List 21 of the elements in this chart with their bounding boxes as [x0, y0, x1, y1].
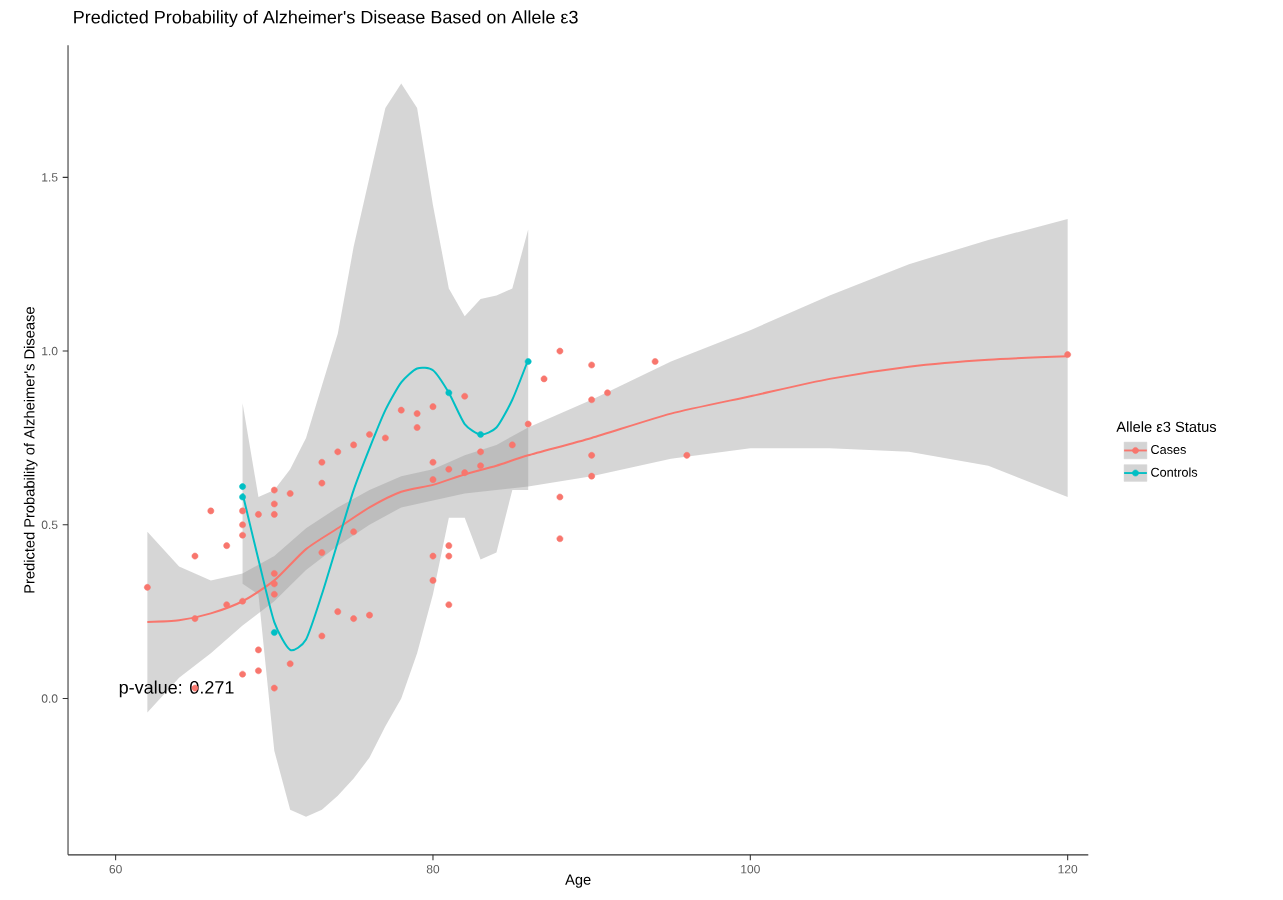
y-tick-label: 0.0	[41, 694, 58, 703]
point	[445, 389, 453, 397]
x-tick-label: 60	[109, 864, 122, 874]
legend-label: Controls	[1151, 467, 1198, 477]
annotation: p-value: 0.271	[119, 680, 234, 698]
point	[239, 493, 246, 501]
y-axis-title: Predicted Probability of Alzheimer's Disease	[23, 307, 38, 593]
x-tick-label: 120	[1058, 864, 1078, 874]
chart-title: Predicted Probability of Alzheimer's Disease Based on Allele ε3	[74, 10, 578, 27]
y-tick-label: 1.0	[42, 346, 58, 356]
point	[239, 483, 246, 490]
y-tick-label: 1.5	[42, 173, 58, 182]
point	[477, 431, 484, 438]
x-tick-label: 100	[741, 864, 760, 874]
x-axis-title: Age	[565, 874, 591, 888]
legend-title: Allele ε3 Status	[1116, 421, 1217, 432]
point	[270, 629, 278, 636]
legend-label: Cases	[1151, 444, 1186, 454]
y-tick-label: 0.5	[41, 520, 58, 529]
point	[524, 358, 532, 365]
x-tick-label: 80	[426, 864, 440, 874]
